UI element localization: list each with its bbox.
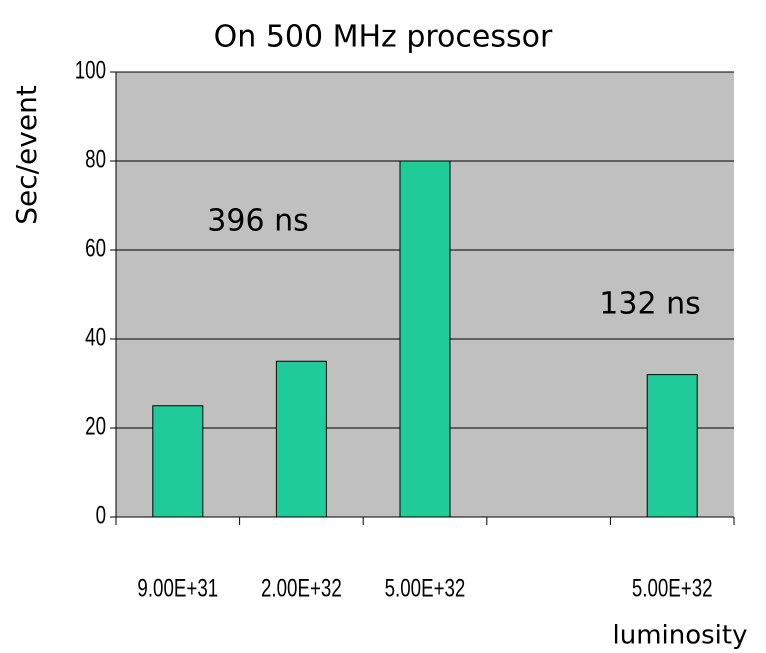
- bar: [646, 374, 698, 518]
- annotation: 396 ns: [207, 204, 308, 239]
- y-tick-label: 20: [85, 412, 106, 440]
- bar: [152, 405, 204, 518]
- bar: [275, 360, 327, 518]
- y-tick-label: 80: [85, 145, 106, 173]
- x-tick-label: 2.00E+32: [261, 574, 342, 602]
- x-axis-label: luminosity: [613, 621, 748, 651]
- bar: [399, 160, 451, 518]
- annotation: 132 ns: [599, 287, 700, 322]
- x-tick-label: 5.00E+32: [385, 574, 466, 602]
- y-axis-label: Sec/event: [10, 85, 43, 225]
- y-tick-label: 100: [75, 56, 106, 84]
- x-tick-label: 9.00E+31: [137, 574, 218, 602]
- y-tick-label: 0: [96, 501, 106, 529]
- chart-title: On 500 MHz processor: [214, 20, 553, 55]
- y-tick-label: 40: [85, 323, 106, 351]
- x-tick-label: 5.00E+32: [632, 574, 713, 602]
- y-tick-label: 60: [85, 234, 106, 262]
